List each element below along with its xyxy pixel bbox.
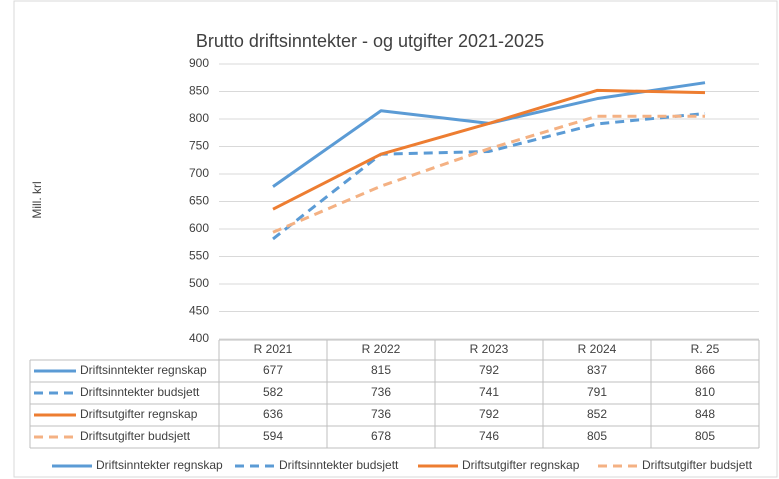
series-line [272, 114, 705, 234]
y-tick-label: 600 [189, 221, 209, 235]
y-tick-label: 700 [189, 166, 209, 180]
y-tick-label: 650 [189, 194, 209, 208]
series-line [272, 112, 706, 241]
table-cell: 736 [371, 385, 391, 399]
legend-label: Driftsinntekter regnskap [96, 458, 223, 472]
chart-border [13, 0, 778, 478]
legend-label: Driftsutgifter budsjett [642, 458, 753, 472]
table-cell: 815 [371, 363, 391, 377]
table-row-label: Driftsinntekter budsjett [80, 385, 200, 399]
legend-label: Driftsutgifter regnskap [462, 458, 580, 472]
table-cell: 805 [695, 429, 715, 443]
x-tick-label: R 2021 [254, 342, 293, 356]
x-tick-label: R 2022 [362, 342, 401, 356]
table-row-label: Driftsutgifter regnskap [80, 407, 198, 421]
table-cell: 852 [587, 407, 607, 421]
table-cell: 837 [587, 363, 607, 377]
table-cell: 677 [263, 363, 283, 377]
y-tick-label: 750 [189, 139, 209, 153]
table-cell: 791 [587, 385, 607, 399]
table-cell: 746 [479, 429, 499, 443]
y-tick-label: 500 [189, 276, 209, 290]
table-cell: 678 [371, 429, 391, 443]
y-tick-label: 550 [189, 249, 209, 263]
table-cell: 736 [371, 407, 391, 421]
table-cell: 582 [263, 385, 283, 399]
chart-title: Brutto driftsinntekter - og utgifter 202… [196, 31, 544, 51]
table-row-label: Driftsinntekter regnskap [80, 363, 207, 377]
table-cell: 866 [695, 363, 715, 377]
table-cell: 792 [479, 407, 499, 421]
table-cell: 741 [479, 385, 499, 399]
table-cell: 848 [695, 407, 715, 421]
legend-label: Driftsinntekter budsjett [279, 458, 399, 472]
x-tick-label: R. 25 [691, 342, 720, 356]
series-line [272, 81, 706, 188]
table-cell: 805 [587, 429, 607, 443]
y-tick-label: 900 [189, 56, 209, 70]
x-tick-label: R 2024 [578, 342, 617, 356]
y-tick-label: 450 [189, 304, 209, 318]
series-line [272, 88, 706, 211]
y-axis-label: Mill. krl [30, 181, 44, 218]
table-cell: 810 [695, 385, 715, 399]
y-tick-label: 850 [189, 84, 209, 98]
y-tick-label: 800 [189, 111, 209, 125]
table-cell: 594 [263, 429, 283, 443]
table-cell: 636 [263, 407, 283, 421]
table-cell: 792 [479, 363, 499, 377]
table-row-label: Driftsutgifter budsjett [80, 429, 191, 443]
y-tick-label: 400 [189, 331, 209, 345]
x-tick-label: R 2023 [470, 342, 509, 356]
